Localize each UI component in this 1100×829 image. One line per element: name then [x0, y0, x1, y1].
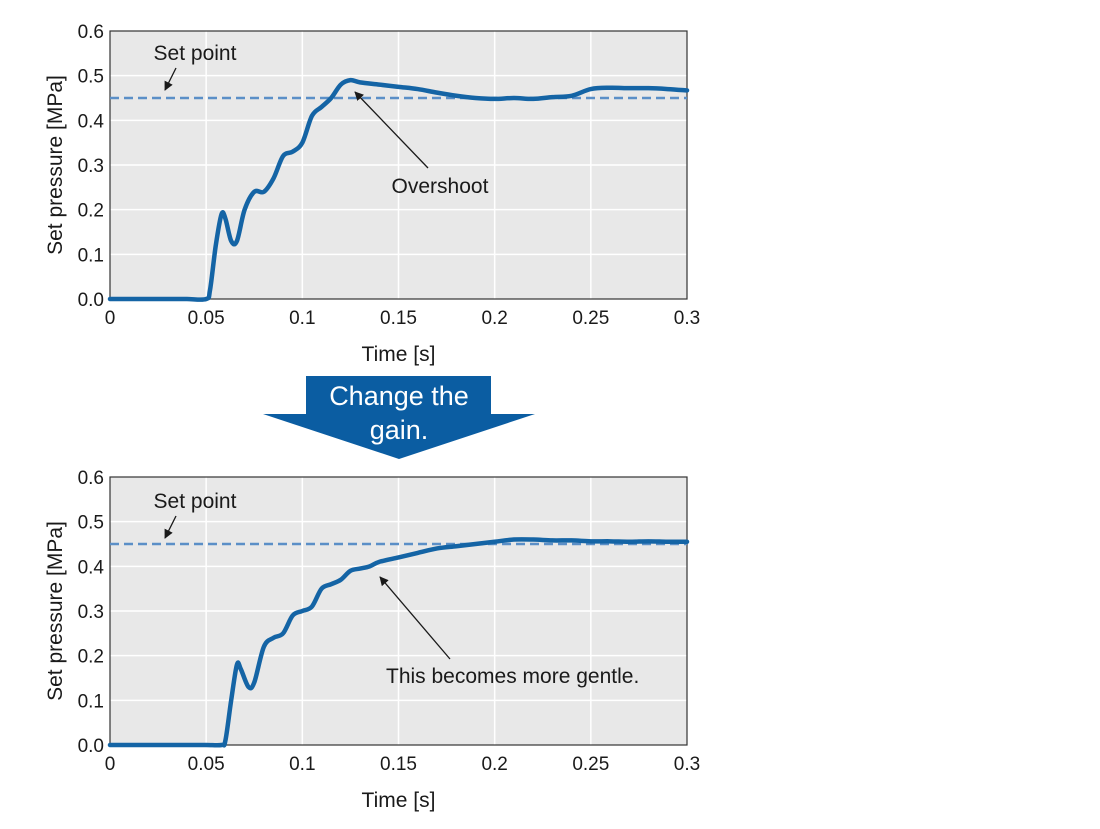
chart-bottom: 0 0.05 0.1 0.15 0.2 0.25 0.3 0.0 0.1 0.2 0.3 0.4 0.5…: [44, 468, 700, 812]
x-axis-title: Time [s]: [362, 343, 436, 366]
series-line: [107, 77, 690, 302]
x-tick-label: 0.1: [289, 308, 315, 329]
x-tick-label: 0.15: [380, 308, 417, 329]
y-tick-label: 0.0: [78, 736, 104, 757]
x-tick-label: 0.15: [380, 754, 417, 775]
y-tick-label: 0.4: [78, 557, 105, 578]
setpoint-label: Set point: [154, 42, 237, 65]
setpoint-pointer: [164, 67, 177, 91]
setpoint-pointer: [164, 515, 177, 539]
x-tick-label: 0: [105, 754, 116, 775]
transition-arrow: Change the gain.: [263, 376, 535, 459]
transition-label-line-2: gain.: [370, 415, 429, 445]
y-tick-label: 0.2: [78, 201, 104, 222]
plot-frame: [109, 30, 688, 300]
x-tick-label: 0.05: [188, 308, 225, 329]
y-tick-label: 0.4: [78, 111, 105, 132]
series-line: [107, 537, 690, 748]
annotation-label: This becomes more gentle.: [386, 665, 639, 688]
y-tick-label: 0.5: [78, 67, 104, 88]
y-axis-title: Set pressure [MPa]: [44, 521, 67, 701]
annotation-label: Overshoot: [392, 175, 489, 198]
x-tick-label: 0.05: [188, 754, 225, 775]
x-tick-label: 0.2: [481, 308, 507, 329]
x-tick-label: 0: [105, 308, 116, 329]
setpoint-label: Set point: [154, 490, 237, 513]
y-tick-label: 0.1: [78, 245, 104, 266]
x-tick-label: 0.25: [572, 308, 609, 329]
y-tick-label: 0.0: [78, 290, 104, 311]
y-tick-label: 0.1: [78, 691, 104, 712]
y-tick-label: 0.3: [78, 156, 104, 177]
x-axis-title: Time [s]: [362, 789, 436, 812]
y-tick-label: 0.3: [78, 602, 104, 623]
x-tick-label: 0.1: [289, 754, 315, 775]
annotation-pointer: [354, 91, 429, 169]
plot-frame: [109, 476, 688, 746]
x-tick-label: 0.2: [481, 754, 507, 775]
chart-top: 0 0.05 0.1 0.15 0.2 0.25 0.3 0.0 0.1 0.2 0.3 0.4 0.5…: [44, 22, 700, 366]
x-tick-label: 0.3: [674, 308, 700, 329]
y-tick-label: 0.2: [78, 647, 104, 668]
x-tick-label: 0.3: [674, 754, 700, 775]
y-tick-label: 0.6: [78, 22, 104, 43]
x-tick-label: 0.25: [572, 754, 609, 775]
y-tick-label: 0.5: [78, 513, 104, 534]
y-tick-label: 0.6: [78, 468, 104, 489]
transition-arrow-shape: [263, 376, 535, 459]
transition-label-line-1: Change the: [329, 381, 469, 411]
annotation-pointer: [379, 576, 451, 660]
y-axis-title: Set pressure [MPa]: [44, 75, 67, 255]
